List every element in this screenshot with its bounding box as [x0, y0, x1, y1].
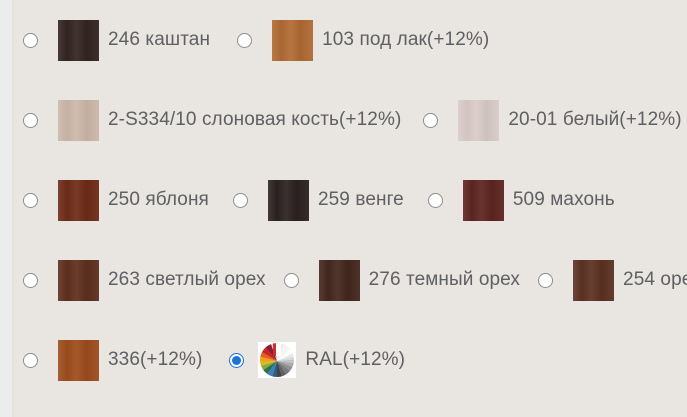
radio-button[interactable]: [427, 192, 443, 208]
color-option-row: 246 каштан 103 под лак(+12%): [14, 0, 687, 80]
color-option-label: 509 махонь: [512, 189, 615, 210]
color-option-20-01-belyy[interactable]: 20-01 белый(+12%): [423, 99, 682, 141]
color-option-ral[interactable]: RAL(+12%): [229, 342, 405, 378]
radio-button[interactable]: [23, 352, 38, 368]
color-option-2-s334-10-slonovaya-kost[interactable]: 2-S334/10 слоновая кость(+12%): [23, 99, 402, 141]
radio-button[interactable]: [538, 272, 554, 288]
color-option-263-svetlyy-orekh[interactable]: 263 светлый орех: [23, 259, 266, 301]
color-swatch[interactable]: [272, 19, 314, 61]
color-option-509-makhon[interactable]: 509 махонь: [427, 179, 615, 221]
color-option-row: 250 яблоня 259 венге 509 махонь: [14, 160, 687, 240]
color-option-label: 259 венге: [317, 189, 404, 210]
radio-button-selected[interactable]: [229, 352, 245, 368]
color-option-label: 20-01 белый(+12%): [508, 109, 682, 130]
color-option-label: 254 орех: [623, 269, 687, 290]
color-option-label: RAL(+12%): [305, 349, 406, 370]
color-option-label: 246 каштан: [108, 29, 211, 50]
color-swatch[interactable]: [267, 179, 309, 221]
color-option-103-pod-lak[interactable]: 103 под лак(+12%): [237, 19, 490, 61]
color-swatch[interactable]: [573, 259, 615, 301]
color-option-259-venge[interactable]: 259 венге: [232, 179, 404, 221]
radio-button[interactable]: [232, 192, 248, 208]
color-option-label: 276 темный орех: [368, 269, 521, 290]
color-option-row: 2-S334/10 слоновая кость(+12%) 20-01 бел…: [14, 80, 687, 160]
color-option-246-kashtan[interactable]: 246 каштан: [23, 19, 211, 61]
color-option-label: 250 яблоня: [108, 189, 209, 210]
color-swatch[interactable]: [462, 179, 504, 221]
ral-color-fan-icon[interactable]: [258, 342, 297, 378]
color-option-254-orekh[interactable]: 254 орех: [538, 259, 687, 301]
color-option-276-temnyy-orekh[interactable]: 276 темный орех: [283, 259, 521, 301]
color-swatch[interactable]: [58, 19, 99, 61]
color-option-250-yablonya[interactable]: 250 яблоня: [23, 179, 209, 221]
radio-button[interactable]: [23, 272, 38, 288]
color-swatch[interactable]: [58, 179, 99, 221]
radio-button[interactable]: [237, 32, 253, 48]
color-swatch[interactable]: [318, 259, 360, 301]
color-option-336[interactable]: 336(+12%): [23, 339, 203, 381]
color-option-label: 103 под лак(+12%): [322, 29, 490, 50]
color-swatch[interactable]: [458, 99, 500, 141]
color-swatch[interactable]: [58, 339, 99, 381]
color-option-label: 2-S334/10 слоновая кость(+12%): [108, 109, 402, 130]
color-option-row: 336(+12%): [14, 320, 687, 400]
left-edge-strip: [0, 0, 13, 417]
color-swatch[interactable]: [58, 259, 99, 301]
color-option-row: 263 светлый орех 276 темный орех 254 оре…: [14, 240, 687, 320]
color-swatch[interactable]: [58, 99, 99, 141]
radio-button[interactable]: [283, 272, 299, 288]
radio-button[interactable]: [23, 32, 38, 48]
color-option-label: 263 светлый орех: [108, 269, 266, 290]
radio-button[interactable]: [23, 192, 38, 208]
radio-button[interactable]: [423, 112, 439, 128]
radio-button[interactable]: [23, 112, 38, 128]
color-option-label: 336(+12%): [108, 349, 203, 370]
color-options-panel: 246 каштан 103 под лак(+12%) 2-S334/10 с…: [14, 0, 687, 417]
